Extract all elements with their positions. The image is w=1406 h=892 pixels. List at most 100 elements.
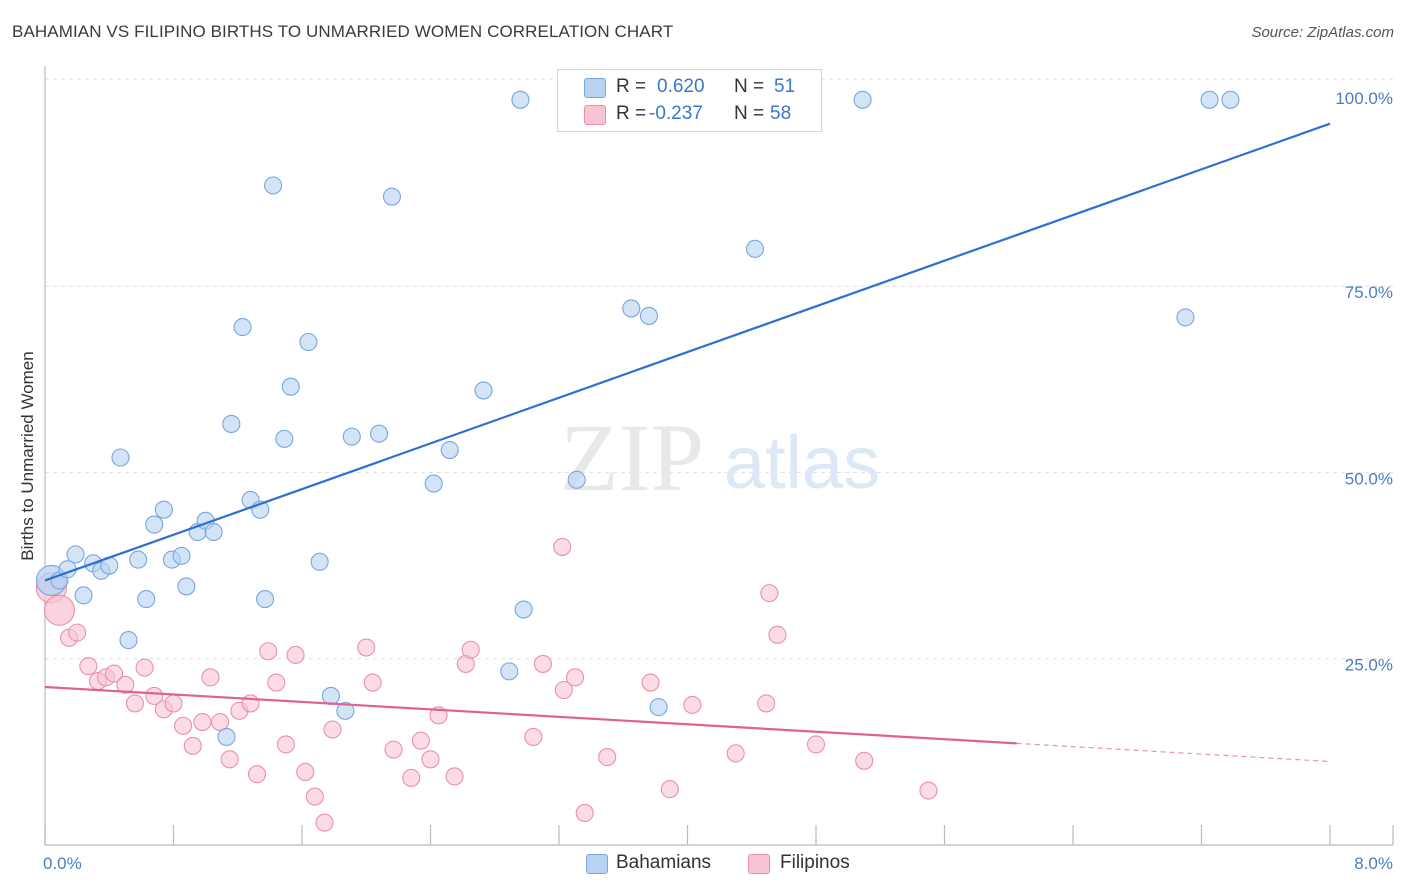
bahamians-point <box>511 90 530 109</box>
bahamians-point <box>440 440 459 460</box>
bahamians-point <box>129 550 148 569</box>
bahamians-point <box>154 500 173 519</box>
filipinos-point <box>641 673 660 692</box>
bahamians-point <box>745 239 765 258</box>
filipinos-point <box>201 668 220 687</box>
legend-row-bahamians: R = 0.620 N = 51 <box>558 74 821 101</box>
bahamians-point <box>321 686 340 706</box>
filipinos-point <box>660 780 679 799</box>
y-tick-label: 75.0% <box>1345 283 1393 302</box>
filipinos-point <box>125 694 144 713</box>
bahamians-point <box>264 176 283 195</box>
bahamians-point <box>382 187 402 206</box>
bahamians-point <box>1176 308 1195 327</box>
bahamians-point <box>217 727 236 746</box>
filipinos-point <box>566 668 585 687</box>
filipinos-point <box>411 731 430 750</box>
filipinos-point <box>267 673 286 692</box>
x-tick-label: 0.0% <box>43 854 82 873</box>
filipinos-point <box>855 751 874 770</box>
filipinos-point <box>43 594 76 626</box>
filipinos-point <box>806 735 826 754</box>
filipinos-legend-label: Filipinos <box>780 852 850 873</box>
filipinos-point <box>598 748 617 767</box>
bahamians-point <box>256 590 275 609</box>
filipinos-n-value: 58 <box>770 103 792 124</box>
filipinos-point <box>919 781 938 800</box>
n-label: N = <box>734 103 765 124</box>
gridlines <box>45 78 1393 660</box>
chart-title: BAHAMIAN VS FILIPINO BIRTHS TO UNMARRIED… <box>12 22 674 41</box>
bahamians-point <box>622 299 641 318</box>
y-tick-label: 50.0% <box>1345 469 1393 488</box>
filipinos-point <box>211 712 230 732</box>
filipinos-points <box>35 537 938 832</box>
bahamians-point <box>310 552 329 571</box>
filipinos-trendline <box>44 685 1017 745</box>
r-label: R = <box>616 76 647 97</box>
filipinos-point <box>402 768 421 787</box>
bahamians-point <box>1221 90 1240 109</box>
x-tick-label: 8.0% <box>1354 854 1393 873</box>
filipinos-point <box>276 735 295 754</box>
filipinos-legend-swatch <box>748 854 770 874</box>
bahamians-legend-swatch <box>586 854 608 874</box>
tick-labels: 25.0% 50.0% 75.0% 100.0% 0.0% 8.0% <box>43 89 1393 873</box>
trendlines <box>44 122 1331 763</box>
n-label: N = <box>734 76 765 97</box>
bahamians-legend-label: Bahamians <box>616 852 712 873</box>
filipinos-point <box>768 625 787 644</box>
bahamians-point <box>299 332 318 352</box>
filipinos-point <box>259 642 278 661</box>
filipinos-r-value: -0.237 <box>649 103 703 124</box>
filipinos-point <box>135 658 154 677</box>
filipinos-point <box>315 813 334 832</box>
bahamians-point <box>853 90 872 109</box>
filipinos-trendline-extrapolated <box>1016 742 1331 763</box>
filipinos-point <box>296 762 315 782</box>
y-tick-label: 25.0% <box>1345 656 1393 675</box>
bahamians-n-value: 51 <box>774 76 796 97</box>
bahamians-point <box>1200 90 1219 109</box>
bahamians-trendline <box>44 122 1331 582</box>
bahamians-point <box>649 698 668 717</box>
bahamians-swatch <box>584 78 606 98</box>
filipinos-point <box>79 657 98 676</box>
bahamians-point <box>639 306 659 325</box>
filipinos-point <box>305 787 324 806</box>
bahamians-point <box>177 577 196 596</box>
filipinos-point <box>575 803 594 823</box>
bahamians-point <box>145 515 164 534</box>
filipinos-point <box>68 623 87 642</box>
filipinos-point <box>145 686 164 706</box>
filipinos-point <box>554 680 573 700</box>
bahamians-point <box>281 377 300 396</box>
filipinos-point <box>183 736 202 755</box>
filipinos-point <box>164 694 183 713</box>
filipinos-point <box>757 694 776 713</box>
watermark-zip: ZIP <box>560 404 704 511</box>
filipinos-point <box>384 740 403 759</box>
filipinos-point <box>524 727 543 746</box>
bahamians-point <box>342 427 361 446</box>
filipinos-point <box>105 664 124 683</box>
filipinos-point <box>116 675 135 694</box>
bahamians-point <box>370 424 389 443</box>
legend-row-filipinos: R = -0.237 N = 58 <box>558 101 821 128</box>
filipinos-point <box>421 750 440 769</box>
r-label: R = <box>616 103 647 124</box>
filipinos-point <box>461 640 480 659</box>
bahamians-point <box>137 590 156 609</box>
filipinos-point <box>247 765 267 784</box>
bahamians-point <box>222 414 241 434</box>
bahamians-point <box>172 546 191 565</box>
watermark: ZIP atlas <box>560 404 880 511</box>
bahamians-point <box>336 701 355 720</box>
bahamians-point <box>275 429 294 448</box>
y-tick-label: 100.0% <box>1335 89 1393 108</box>
bahamians-point <box>204 522 223 542</box>
filipinos-point <box>174 716 193 735</box>
filipinos-point <box>533 654 552 673</box>
bahamians-point <box>514 600 533 619</box>
filipinos-point <box>553 537 572 556</box>
